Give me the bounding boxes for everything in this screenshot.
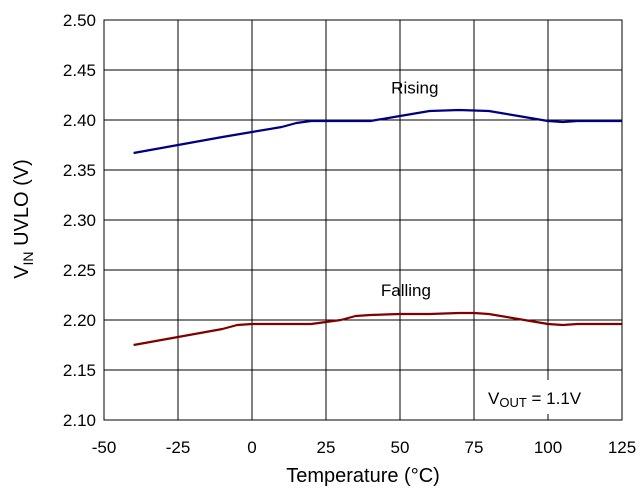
vout-annotation-main: V xyxy=(488,389,500,408)
y-tick-label: 2.20 xyxy=(63,311,96,330)
x-tick-label: 25 xyxy=(317,438,336,457)
series-layer xyxy=(133,108,622,347)
y-tick-label: 2.30 xyxy=(63,211,96,230)
x-axis-title: Temperature (°C) xyxy=(286,465,440,487)
x-tick-label: -25 xyxy=(166,438,191,457)
series-label-falling: Falling xyxy=(381,281,431,300)
y-axis-title-rest: UVLO (V) xyxy=(11,159,33,251)
y-tick-label: 2.50 xyxy=(63,11,96,30)
x-tick-label: 125 xyxy=(608,438,636,457)
x-tick-labels: -50 -25 0 25 50 75 100 125 xyxy=(92,438,636,457)
y-tick-labels: 2.10 2.15 2.20 2.25 2.30 2.35 2.40 2.45 2.50 xyxy=(63,11,96,430)
y-tick-label: 2.45 xyxy=(63,61,96,80)
plot-frame xyxy=(103,19,623,421)
series-line-falling xyxy=(133,311,622,347)
y-tick-label: 2.40 xyxy=(63,111,96,130)
y-tick-label: 2.25 xyxy=(63,261,96,280)
vout-annotation: VOUT = 1.1V xyxy=(488,389,582,410)
x-tick-label: 0 xyxy=(247,438,256,457)
vout-annotation-rest: = 1.1V xyxy=(527,389,582,408)
y-tick-label: 2.15 xyxy=(63,361,96,380)
x-tick-label: -50 xyxy=(92,438,117,457)
y-tick-label: 2.10 xyxy=(63,411,96,430)
series-labels: Rising Falling xyxy=(381,79,439,301)
vout-annotation-subscript: OUT xyxy=(499,395,527,410)
annotation-box: VOUT = 1.1V xyxy=(476,380,608,414)
y-axis-title-subscript: IN xyxy=(20,251,36,265)
x-tick-label: 75 xyxy=(465,438,484,457)
series-label-rising: Rising xyxy=(391,79,438,98)
y-axis-title-main: V xyxy=(11,265,33,279)
y-tick-label: 2.35 xyxy=(63,161,96,180)
grid-lines xyxy=(103,19,623,421)
x-tick-label: 50 xyxy=(391,438,410,457)
series-line-rising xyxy=(133,108,622,155)
x-tick-label: 100 xyxy=(534,438,562,457)
y-axis-title: VIN UVLO (V) xyxy=(11,159,36,279)
